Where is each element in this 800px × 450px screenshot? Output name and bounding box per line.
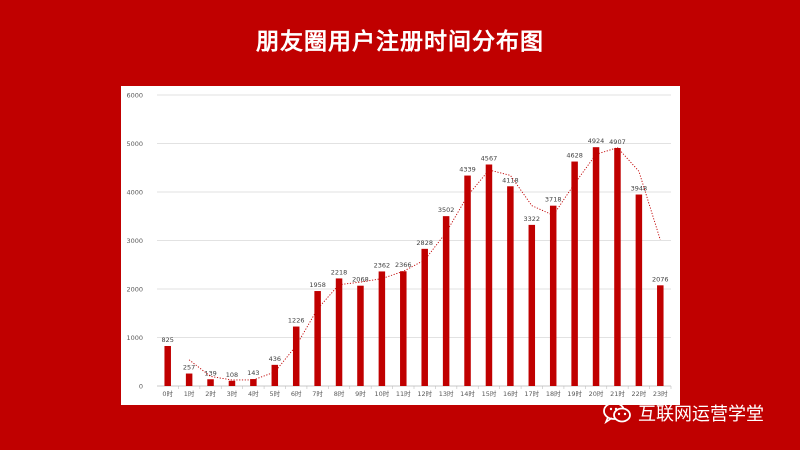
bar — [335, 278, 343, 386]
data-label: 2366 — [395, 261, 412, 269]
wechat-icon — [603, 402, 631, 425]
x-tick-label: 14时 — [460, 389, 475, 398]
data-label: 4567 — [481, 155, 498, 163]
x-tick-label: 17时 — [524, 389, 539, 398]
bar — [228, 380, 236, 386]
y-tick-label: 0 — [139, 383, 143, 391]
x-tick-label: 9时 — [355, 389, 366, 398]
bar — [357, 285, 364, 386]
bar — [507, 186, 514, 386]
x-tick-label: 22时 — [631, 389, 646, 398]
x-tick-label: 11时 — [396, 389, 411, 398]
y-tick-label: 4000 — [126, 189, 143, 197]
y-tick-label: 6000 — [126, 92, 143, 100]
x-tick-label: 15时 — [482, 389, 497, 398]
data-label: 4907 — [609, 138, 626, 146]
bar — [635, 194, 643, 386]
y-tick-label: 3000 — [126, 237, 143, 245]
data-label: 2068 — [352, 276, 369, 284]
x-tick-label: 1时 — [184, 389, 195, 398]
data-label: 2362 — [374, 261, 391, 269]
data-label: 3322 — [524, 215, 541, 223]
chart-panel: 0 1000 2000 3000 4000 5000 6000 825 0时 257 1时 139 2时… — [121, 86, 680, 405]
data-label: 257 — [183, 364, 195, 372]
data-label: 3502 — [438, 206, 455, 214]
bar — [207, 379, 214, 386]
data-label: 825 — [161, 336, 173, 344]
bar — [185, 373, 193, 386]
data-label: 4628 — [566, 152, 583, 160]
x-tick-label: 3时 — [227, 389, 238, 398]
watermark-text: 互联网运营学堂 — [638, 404, 764, 425]
bar — [571, 161, 578, 386]
x-tick-label: 0时 — [162, 389, 173, 398]
watermark: 互联网运营学堂 — [602, 398, 764, 428]
data-label: 2218 — [331, 268, 348, 276]
data-label: 3718 — [545, 196, 562, 204]
bar — [549, 205, 557, 386]
bar — [464, 175, 471, 386]
bar — [164, 345, 171, 386]
bar — [250, 379, 257, 386]
bar — [592, 147, 600, 386]
bar — [421, 248, 428, 386]
y-tick-label: 2000 — [126, 286, 143, 294]
x-tick-label: 19时 — [567, 389, 582, 398]
x-tick-label: 5时 — [269, 389, 280, 398]
y-tick-label: 1000 — [126, 334, 143, 342]
data-label: 4924 — [588, 137, 605, 145]
data-label: 3948 — [631, 185, 648, 193]
x-tick-label: 8时 — [334, 389, 345, 398]
data-label: 1226 — [288, 317, 305, 325]
y-tick-label: 5000 — [126, 140, 143, 148]
x-tick-label: 16时 — [503, 389, 518, 398]
bar — [292, 326, 300, 386]
data-label: 4118 — [502, 176, 519, 184]
bar — [314, 291, 321, 386]
bar — [614, 148, 621, 386]
x-tick-label: 7时 — [312, 389, 323, 398]
bar — [378, 271, 386, 386]
x-tick-label: 20时 — [589, 389, 604, 398]
bar — [657, 285, 664, 386]
bar — [485, 164, 493, 386]
data-label: 4339 — [459, 166, 476, 174]
data-label: 139 — [204, 369, 216, 377]
page-title: 朋友圈用户注册时间分布图 — [256, 29, 544, 55]
x-tick-label: 21时 — [610, 389, 625, 398]
data-label: 143 — [247, 369, 259, 377]
data-label: 108 — [226, 371, 238, 379]
x-tick-label: 13时 — [439, 389, 454, 398]
x-tick-label: 4时 — [248, 389, 259, 398]
bar — [442, 216, 450, 386]
data-label: 436 — [269, 355, 281, 363]
trendline — [188, 147, 661, 381]
x-tick-label: 6时 — [291, 389, 302, 398]
x-tick-label: 18时 — [546, 389, 561, 398]
x-tick-label: 12时 — [417, 389, 432, 398]
bar — [528, 224, 536, 386]
bar — [400, 271, 407, 386]
x-tick-label: 23时 — [653, 389, 668, 398]
x-tick-label: 2时 — [205, 389, 216, 398]
x-tick-label: 10时 — [374, 389, 389, 398]
data-label: 1958 — [309, 281, 326, 289]
bar-chart: 0 1000 2000 3000 4000 5000 6000 825 0时 257 1时 139 2时… — [126, 92, 672, 398]
data-label: 2828 — [416, 239, 433, 247]
bar — [271, 364, 279, 386]
data-label: 2076 — [652, 275, 669, 283]
